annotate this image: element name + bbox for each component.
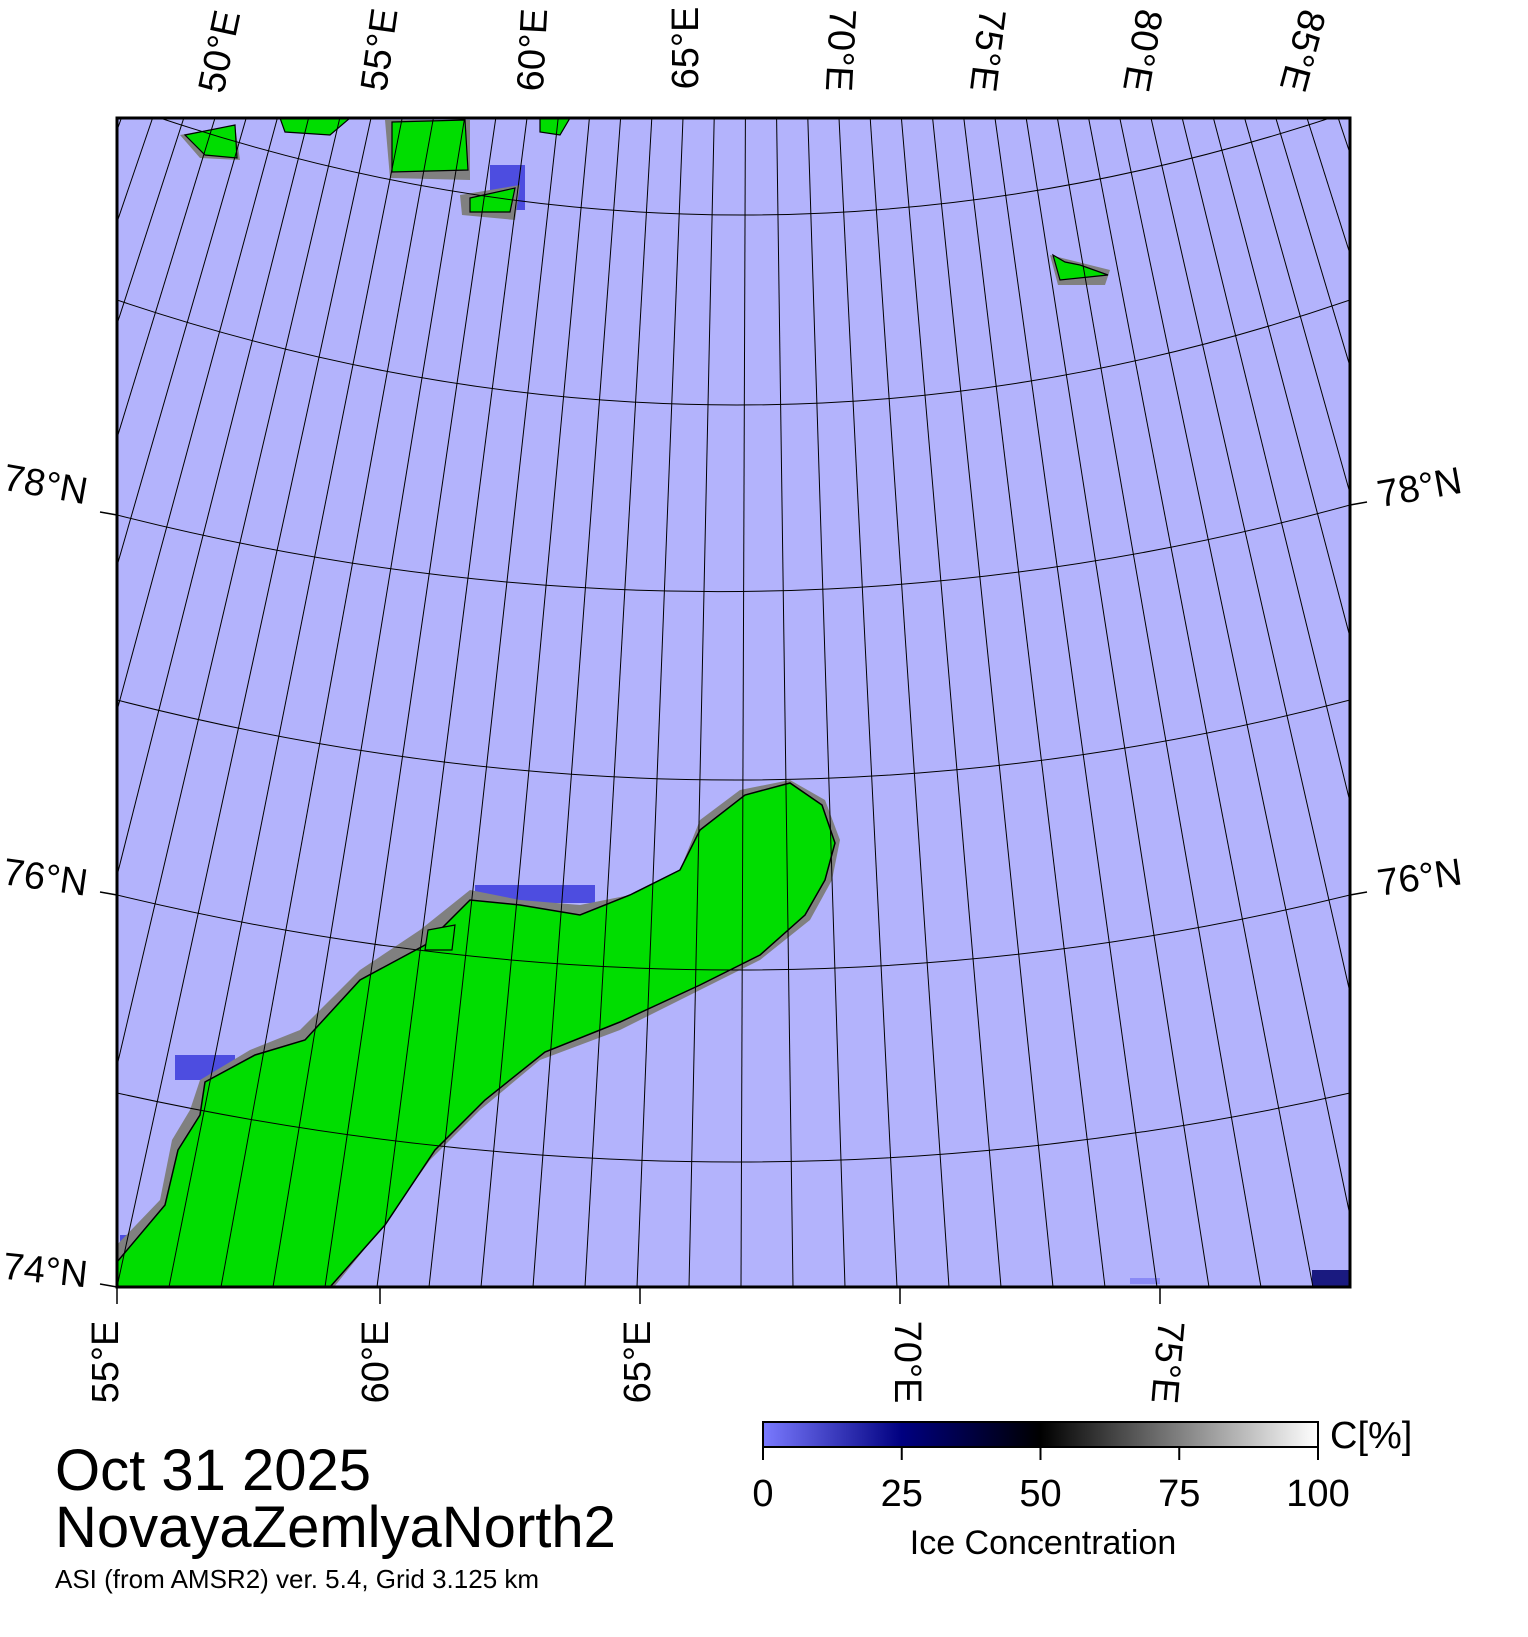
colorbar xyxy=(762,1421,1319,1448)
colorbar-tick-label: 0 xyxy=(752,1473,773,1515)
meridian xyxy=(117,118,341,1068)
meridian xyxy=(1088,118,1314,1287)
meridian xyxy=(1494,118,1528,1287)
meridian-label: 65°E xyxy=(665,7,707,90)
land xyxy=(424,924,456,951)
meridian xyxy=(117,118,247,568)
colorbar-tick-label: 100 xyxy=(1286,1473,1349,1515)
meridian xyxy=(376,118,528,1287)
meridian xyxy=(776,118,794,1287)
meridian xyxy=(688,118,715,1287)
meridian xyxy=(117,118,310,878)
meridian-label: 55°E xyxy=(353,6,406,94)
meridian xyxy=(1212,118,1350,640)
map-area xyxy=(0,118,1528,1287)
meridian-label: 65°E xyxy=(617,1321,659,1404)
meridian xyxy=(838,118,898,1287)
meridian xyxy=(1025,118,1210,1287)
meridian xyxy=(807,118,846,1287)
meridian xyxy=(480,118,590,1287)
land xyxy=(1052,253,1109,281)
land xyxy=(117,782,836,1287)
meridian-label: 60°E xyxy=(355,1321,397,1404)
meridian-label: 70°E xyxy=(886,1321,928,1404)
meridian xyxy=(900,118,1002,1287)
map-frame xyxy=(115,116,1352,1289)
parallel-label: 78°N xyxy=(1374,460,1465,516)
colorbar-tick-label: 25 xyxy=(881,1473,923,1515)
parallel-label: 78°N xyxy=(0,457,91,513)
meridian xyxy=(168,118,403,1287)
meridian-label: 85°E xyxy=(1271,5,1333,96)
meridian-label: 80°E xyxy=(1114,6,1170,95)
meridian xyxy=(324,118,497,1287)
colorbar-tick-label: 50 xyxy=(1019,1473,1061,1515)
colorbar-unit: C[%] xyxy=(1330,1415,1412,1457)
meridian-label: 75°E xyxy=(961,7,1013,94)
parallel-label: 74°N xyxy=(1,1246,90,1297)
meridian-label: 55°E xyxy=(85,1321,127,1404)
meridian-label: 60°E xyxy=(510,7,556,92)
land xyxy=(183,118,571,213)
meridian xyxy=(1401,118,1528,1287)
meridian xyxy=(636,118,684,1287)
colorbar-tick-label: 75 xyxy=(1158,1473,1200,1515)
meridian xyxy=(1369,118,1528,1287)
label-ticks xyxy=(99,501,1368,1304)
parallel-label: 76°N xyxy=(0,851,90,904)
meridian xyxy=(740,118,746,1287)
parallel-label: 76°N xyxy=(1375,851,1465,904)
meridian xyxy=(117,118,372,1287)
meridian xyxy=(428,118,559,1287)
meridian xyxy=(0,118,28,1287)
meridian xyxy=(1275,118,1350,369)
colorbar-title: Ice Concentration xyxy=(910,1524,1177,1562)
meridian-label: 75°E xyxy=(1142,1319,1191,1405)
meridian xyxy=(963,118,1106,1287)
meridian xyxy=(1119,118,1350,1218)
meridian xyxy=(117,118,185,326)
meridian xyxy=(1463,118,1528,1287)
meridian xyxy=(1337,118,1350,155)
meridian xyxy=(584,118,653,1287)
meridian xyxy=(869,118,950,1287)
meridian xyxy=(532,118,622,1287)
date: Oct 31 2025 xyxy=(55,1438,371,1503)
meridian xyxy=(994,118,1158,1287)
meridian xyxy=(1056,118,1262,1287)
parallels xyxy=(117,118,1350,1163)
meridian xyxy=(117,118,278,713)
meridian xyxy=(0,118,59,1287)
meridian xyxy=(1181,118,1350,805)
meridian xyxy=(0,118,90,1287)
region-name: NovayaZemlyaNorth2 xyxy=(55,1495,616,1560)
meridian xyxy=(272,118,466,1287)
meridian xyxy=(117,118,122,132)
meridian-label: 50°E xyxy=(191,7,249,97)
meridian-label: 70°E xyxy=(817,8,863,93)
source-note: ASI (from AMSR2) ver. 5.4, Grid 3.125 km xyxy=(55,1564,539,1594)
meridian xyxy=(1244,118,1350,496)
meridian xyxy=(1150,118,1350,995)
meridian xyxy=(932,118,1054,1287)
meridian xyxy=(220,118,434,1287)
meridian xyxy=(1432,118,1528,1287)
meridians xyxy=(0,118,1528,1287)
colorbar-ticks: 0 25 50 75 100 xyxy=(752,1447,1350,1515)
